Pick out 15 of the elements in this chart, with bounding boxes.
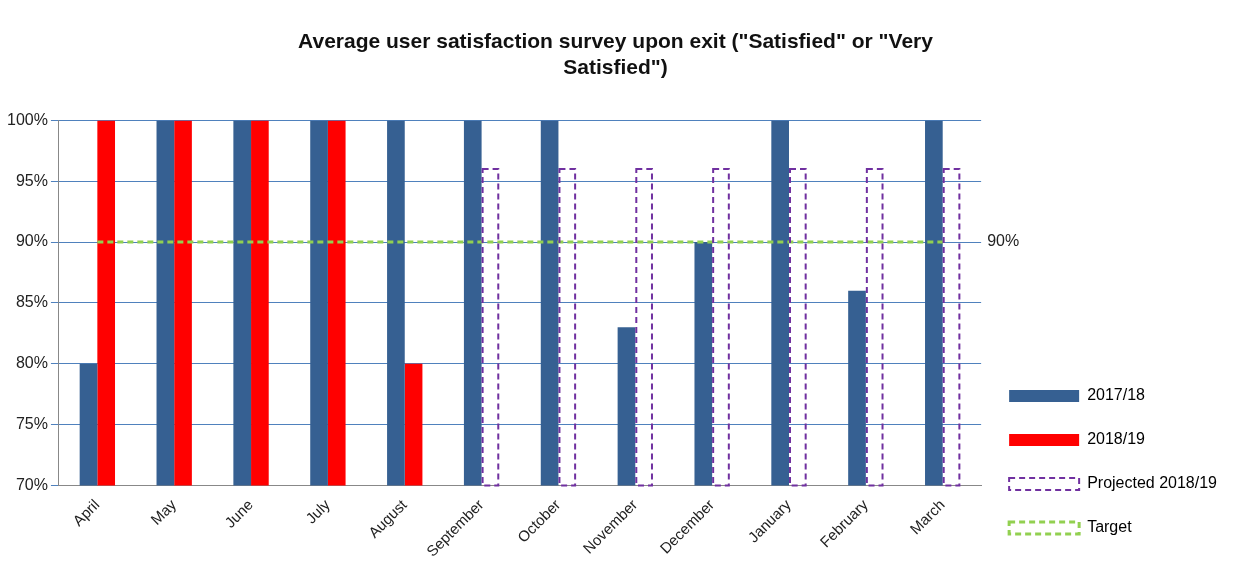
y-tick-label: 70% [15,475,48,493]
legend-label: 2017/18 [1087,386,1146,404]
y-tick-label: 80% [15,354,48,372]
y-tick-label: 95% [15,171,48,189]
x-tick-label: May [147,495,180,528]
x-tick-label: July [302,495,334,527]
legend-label: Projected 2018/19 [1087,474,1218,492]
y-tick-label: 85% [15,293,48,311]
legend-label: 2018/19 [1087,430,1146,448]
text: 90% [987,232,1020,250]
y-tick-label: 100% [7,110,48,128]
y-tick-label: 75% [15,414,48,432]
chart-title: Average user satisfaction survey upon exit ("Satisfied" or "Very Satisfied") [298,29,934,78]
legend-label: Target [1087,518,1133,536]
y-tick-label: 90% [15,232,48,250]
